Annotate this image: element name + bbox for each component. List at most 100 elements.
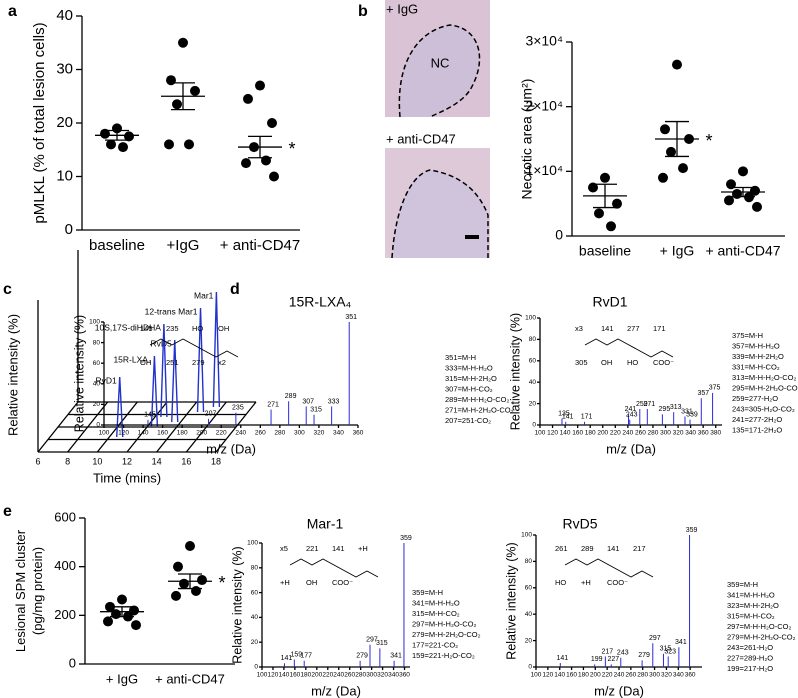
y-tick-label: 60 [529, 358, 537, 365]
x-tick-label: 360 [353, 430, 364, 437]
x-tick-label: 300 [660, 430, 671, 437]
y-tick-label: 10 [56, 167, 73, 184]
fragment-assignment: 289=M-H-H₂O-CO₂ [445, 395, 509, 404]
data-point [750, 185, 760, 196]
peak-label: RvD5 [150, 338, 172, 348]
structure-label: 251 [166, 358, 179, 367]
x-tick-label: 240 [333, 672, 344, 679]
x-tick-label: 320 [673, 430, 684, 437]
structure-label: +H [280, 578, 290, 587]
y-tick-label: 80 [251, 565, 259, 572]
peak-label: 359 [400, 535, 412, 542]
data-point [243, 93, 253, 104]
floor-grid [185, 401, 227, 453]
y-tick-label: 20 [529, 400, 537, 407]
floor-grid [67, 401, 109, 453]
peak-label: 271 [643, 401, 655, 408]
data-point [106, 139, 116, 150]
data-point [255, 80, 265, 91]
peak-label: 243 [617, 650, 629, 657]
y-tick-label: 40 [251, 614, 259, 621]
peak-label: 289 [285, 393, 297, 400]
peak-label: 141 [281, 655, 293, 662]
x-tick-label: 100 [257, 672, 268, 679]
x-tick-label: 340 [333, 430, 344, 437]
peak-label: 259 [636, 401, 648, 408]
data-point [103, 616, 113, 627]
fragment-assignment: 243=261-H₂O [727, 643, 773, 652]
x-tick-label: 200 [597, 430, 608, 437]
structure-label: COO⁻ [607, 578, 628, 587]
data-point [171, 590, 181, 601]
peak-label: 217 [602, 648, 614, 655]
structure-label: 141 [607, 544, 620, 553]
fragment-assignment: 307=M-H-CO₂ [445, 384, 493, 393]
fragment-assignment: 295=M-H-2H₂O-CO₂ [732, 383, 798, 392]
x-tick-label: 340 [685, 430, 696, 437]
fragment-assignment: 177=221-CO₂ [412, 640, 458, 649]
peak-label: 135 [558, 410, 570, 417]
peak-label: 279 [356, 653, 368, 660]
x-axis-label: Time (mins) [93, 470, 161, 485]
fragment-assignment: 159=221-H₂O-CO₂ [412, 651, 475, 660]
y-tick-label: 0 [69, 655, 76, 670]
structure-label: OH [140, 358, 151, 367]
x-tick-label: 140 [138, 430, 149, 437]
peak-label: 10S,17S-diHDHA [95, 322, 161, 332]
data-point [179, 578, 189, 589]
peak-label: 315 [310, 407, 322, 414]
structure-label: x3 [575, 324, 583, 333]
peak-label: 357 [697, 390, 709, 397]
peak-label: 313 [670, 404, 682, 411]
data-point [588, 182, 598, 193]
x-tick-label: 220 [216, 430, 227, 437]
peak [196, 307, 205, 413]
x-tick-label: 120 [542, 672, 553, 679]
peak-label: RvD1 [95, 375, 117, 385]
structure-label: OH [601, 358, 612, 367]
peak-label: 141 [562, 414, 574, 421]
structure-label: COO⁻ [653, 358, 674, 367]
x-tick-label: 100 [531, 672, 542, 679]
fragment-assignment: 333=M-H-H₂O [445, 363, 493, 372]
y-axis-label: pMLKL (% of total lesion cells) [31, 22, 48, 223]
y-tick-label: 20 [56, 114, 73, 131]
y-tick-label: 0 [555, 227, 563, 243]
structure-label: HO [627, 358, 638, 367]
x-tick-label: 220 [602, 672, 613, 679]
x-tick-label: 160 [157, 430, 168, 437]
image-label: NC [431, 55, 450, 70]
panel-letter: d [230, 281, 240, 298]
y-axis-label: Necrotic area (μm²) [519, 79, 535, 200]
x-tick-label: 100 [535, 430, 546, 437]
panel-letter: c [3, 281, 12, 298]
structure-label: 261 [555, 544, 568, 553]
y-tick-label: 100 [247, 540, 258, 547]
x-tick-label: 160 [572, 430, 583, 437]
fragment-assignment: 259=277-H₂O [732, 394, 778, 403]
structure-label: +H [581, 578, 591, 587]
data-point [111, 609, 121, 620]
data-point [131, 620, 141, 631]
data-point [166, 75, 176, 86]
peak-label: 171 [581, 414, 593, 421]
data-point [100, 128, 110, 139]
significance-star: * [288, 139, 295, 159]
x-tick-label: 300 [649, 672, 660, 679]
y-tick-label: 100 [521, 532, 532, 539]
peak-label: 227 [607, 656, 619, 663]
x-tick-label: + anti-CD47 [705, 243, 780, 259]
structure-label: +H [358, 544, 368, 553]
structure-label: x2 [218, 358, 226, 367]
fragment-assignment: 351=M-H [445, 353, 476, 362]
scale-bar [465, 235, 479, 239]
fragment-assignment: 315=M-H-2H₂O [445, 374, 497, 383]
fragment-assignment: 135=171-2H₂O [732, 425, 782, 434]
structure-label: OH [218, 324, 229, 333]
data-point [658, 172, 668, 183]
peak-label: 295 [659, 406, 671, 413]
peak-label: 207 [205, 411, 217, 418]
x-tick-label: baseline [579, 243, 631, 259]
structure-label: HO [555, 578, 566, 587]
spectrum-title: RvD1 [592, 294, 627, 310]
